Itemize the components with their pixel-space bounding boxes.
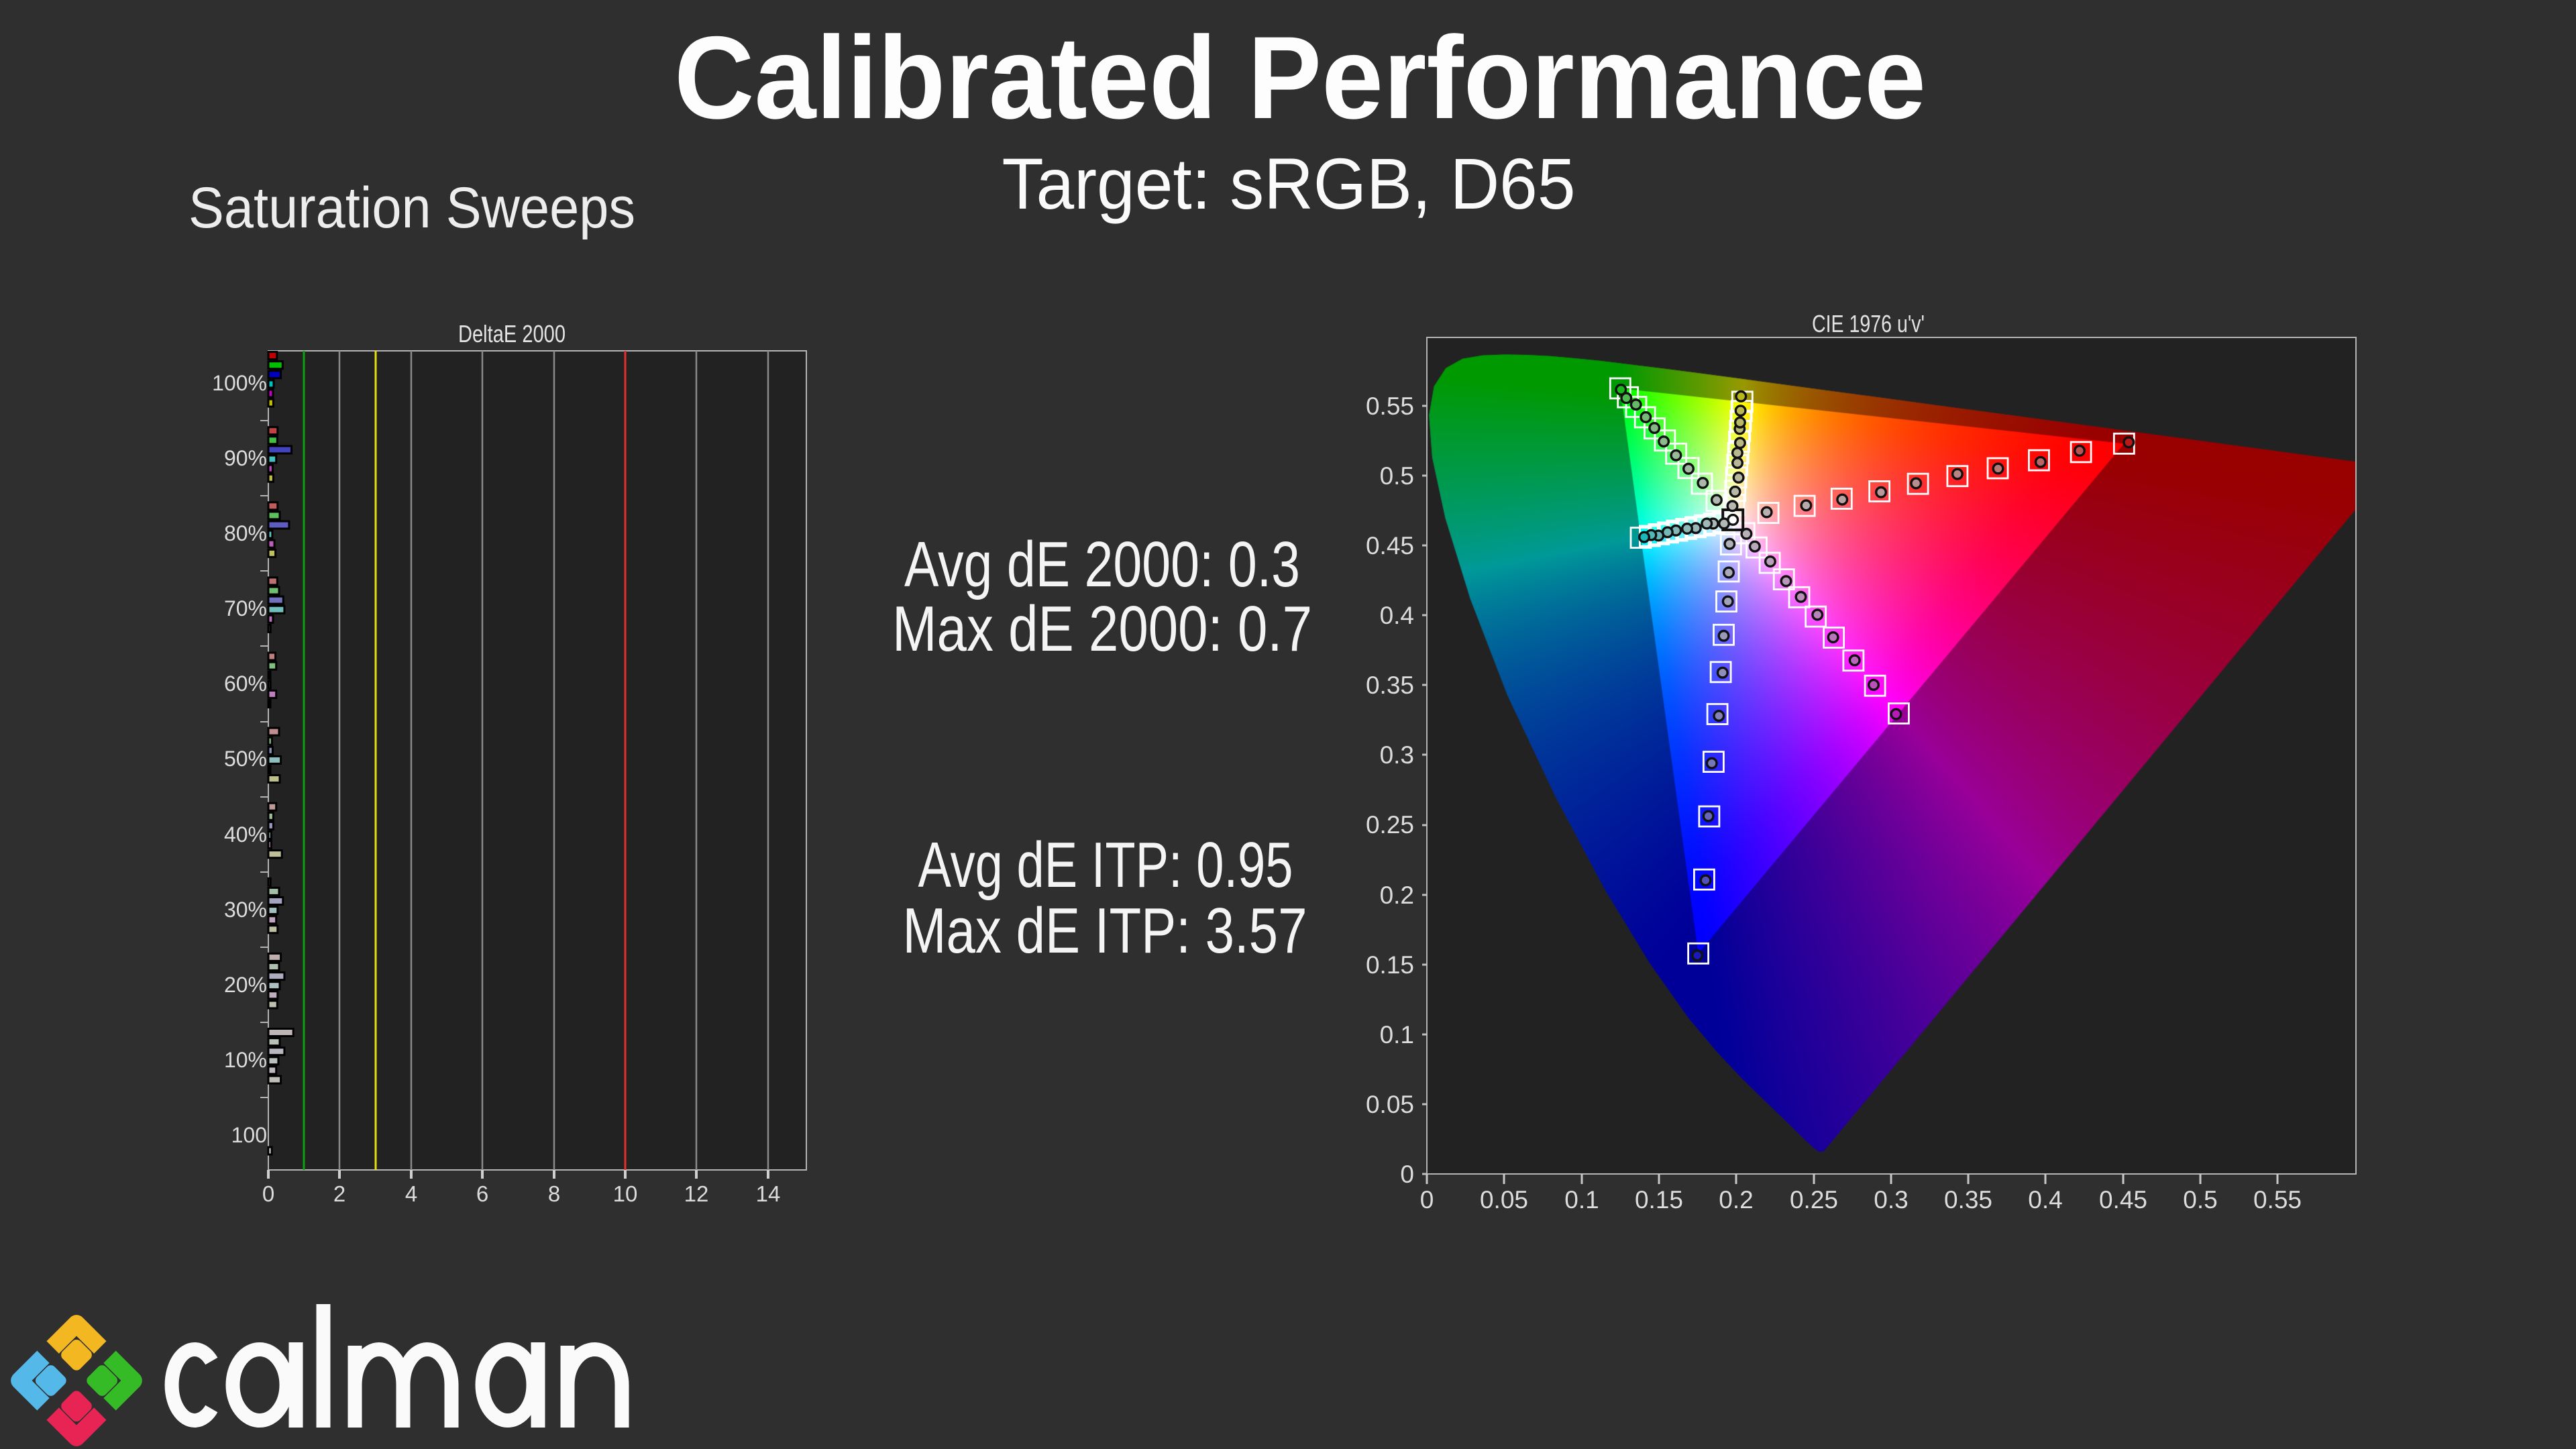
svg-text:0: 0 (1420, 1186, 1434, 1214)
svg-text:0.15: 0.15 (1366, 951, 1414, 979)
svg-text:0.1: 0.1 (1380, 1021, 1414, 1049)
svg-text:0.5: 0.5 (1380, 462, 1414, 490)
svg-text:0.55: 0.55 (1366, 392, 1414, 420)
svg-text:8: 8 (548, 1181, 560, 1206)
svg-text:CIE 1976 u'v': CIE 1976 u'v' (1812, 310, 1925, 337)
svg-text:0: 0 (262, 1181, 274, 1206)
svg-text:Max dE 2000: 0.7: Max dE 2000: 0.7 (892, 593, 1312, 665)
svg-text:100: 100 (231, 1123, 267, 1147)
svg-text:Max dE ITP: 3.57: Max dE ITP: 3.57 (903, 895, 1307, 967)
svg-text:30%: 30% (224, 898, 267, 922)
svg-text:0.35: 0.35 (1944, 1186, 1992, 1214)
svg-text:2: 2 (333, 1181, 345, 1206)
svg-text:80%: 80% (224, 521, 267, 545)
svg-text:0.25: 0.25 (1790, 1186, 1838, 1214)
svg-text:70%: 70% (224, 596, 267, 621)
svg-text:0.3: 0.3 (1380, 741, 1414, 769)
svg-text:6: 6 (476, 1181, 488, 1206)
svg-text:0.15: 0.15 (1635, 1186, 1683, 1214)
svg-text:12: 12 (684, 1181, 709, 1206)
svg-text:Avg dE 2000: 0.3: Avg dE 2000: 0.3 (904, 529, 1300, 600)
svg-text:0.05: 0.05 (1366, 1091, 1414, 1118)
svg-text:0.4: 0.4 (2028, 1186, 2062, 1214)
svg-text:10%: 10% (224, 1048, 267, 1072)
svg-text:60%: 60% (224, 672, 267, 696)
svg-text:4: 4 (405, 1181, 417, 1206)
svg-text:0.2: 0.2 (1719, 1186, 1753, 1214)
svg-text:14: 14 (756, 1181, 781, 1206)
svg-text:DeltaE 2000: DeltaE 2000 (458, 320, 566, 347)
svg-text:Calibrated Performance: Calibrated Performance (674, 13, 1926, 144)
svg-text:0.5: 0.5 (2183, 1186, 2217, 1214)
svg-text:0.05: 0.05 (1480, 1186, 1528, 1214)
svg-text:0.4: 0.4 (1380, 602, 1414, 629)
svg-text:Target: sRGB, D65: Target: sRGB, D65 (1002, 143, 1576, 224)
svg-text:0.35: 0.35 (1366, 672, 1414, 699)
svg-text:10: 10 (613, 1181, 638, 1206)
svg-text:20%: 20% (224, 973, 267, 997)
svg-text:0.2: 0.2 (1380, 881, 1414, 909)
svg-text:0.45: 0.45 (2099, 1186, 2147, 1214)
svg-text:0: 0 (1400, 1161, 1414, 1188)
svg-text:40%: 40% (224, 822, 267, 847)
svg-text:100%: 100% (212, 371, 267, 395)
svg-text:0.1: 0.1 (1564, 1186, 1599, 1214)
svg-text:Saturation Sweeps: Saturation Sweeps (189, 176, 635, 240)
svg-text:0.45: 0.45 (1366, 532, 1414, 559)
svg-text:Avg dE ITP: 0.95: Avg dE ITP: 0.95 (918, 829, 1293, 901)
svg-text:0.55: 0.55 (2253, 1186, 2302, 1214)
svg-text:90%: 90% (224, 446, 267, 470)
svg-text:50%: 50% (224, 747, 267, 771)
svg-text:0.3: 0.3 (1874, 1186, 1908, 1214)
svg-text:0.25: 0.25 (1366, 811, 1414, 839)
